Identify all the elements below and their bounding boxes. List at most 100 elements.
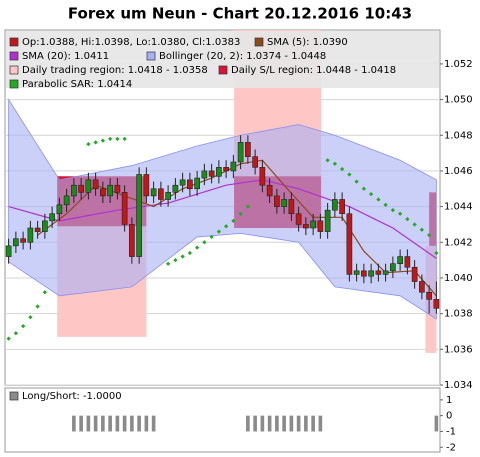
- sar-dot: [398, 211, 403, 216]
- candle-body: [266, 184, 273, 197]
- sar-dot: [405, 216, 410, 222]
- candle-body: [56, 204, 63, 215]
- position-bar: [282, 415, 286, 432]
- sar-dot: [419, 227, 424, 232]
- position-bar: [246, 415, 250, 432]
- candle-body: [411, 266, 418, 282]
- legend-swatch: [254, 37, 264, 47]
- position-bar: [267, 415, 272, 432]
- candle-body: [419, 281, 425, 293]
- candle-body: [165, 192, 171, 200]
- sar-dot: [86, 142, 91, 147]
- candle-body: [361, 270, 367, 277]
- sar-dot: [434, 250, 439, 256]
- candle-body: [136, 174, 142, 257]
- candle-body: [201, 170, 208, 179]
- y-tick-label: 1.044: [444, 202, 473, 213]
- legend-swatch: [9, 37, 19, 47]
- legend-label: Daily trading region: 1.0418 - 1.0358: [22, 65, 208, 76]
- candle-body: [259, 167, 266, 186]
- sar-dot: [340, 167, 345, 172]
- candle-body: [426, 291, 432, 300]
- candle-body: [397, 256, 403, 264]
- sar-dot: [195, 245, 200, 250]
- y-tick-label: 1.034: [444, 380, 473, 391]
- candle-body: [295, 213, 302, 225]
- legend-swatch: [9, 391, 19, 401]
- candle-body: [245, 142, 251, 157]
- legend-swatch: [9, 79, 19, 89]
- position-bar: [144, 415, 149, 432]
- legend-label: Daily S/L region: 1.0448 - 1.0418: [231, 65, 396, 76]
- sar-dot: [180, 254, 185, 259]
- sar-dot: [325, 158, 330, 163]
- sar-dot: [100, 138, 105, 143]
- position-bar: [275, 415, 279, 432]
- sar-dot: [376, 197, 381, 202]
- y-tick-label: -2: [446, 442, 456, 453]
- y-tick-label: 1: [446, 395, 452, 406]
- position-bar: [108, 415, 112, 432]
- position-bar: [122, 415, 127, 432]
- candle-body: [100, 188, 106, 197]
- legend-swatch: [146, 51, 156, 61]
- position-bar: [434, 415, 439, 432]
- candle-body: [20, 238, 26, 243]
- legend-swatch: [9, 65, 19, 75]
- sma20: [8, 179, 437, 259]
- sar-dot: [202, 240, 207, 245]
- position-bar: [304, 415, 308, 432]
- candle-body: [63, 195, 70, 206]
- candle-body: [310, 220, 316, 229]
- sar-dot: [187, 250, 192, 256]
- position-bar: [72, 415, 76, 432]
- sar-dot: [209, 234, 214, 240]
- candle-body: [288, 199, 295, 215]
- candle-body: [339, 199, 345, 215]
- sar-dot: [93, 140, 98, 145]
- candle-body: [129, 224, 135, 257]
- candle-body: [317, 220, 324, 232]
- candle-body: [390, 263, 396, 272]
- candle-body: [332, 199, 338, 211]
- position-bar: [93, 415, 98, 432]
- legend-label: Op:1.0388, Hi:1.0398, Lo:1.0380, Cl:1.03…: [22, 37, 240, 48]
- chart-title: Forex um Neun - Chart 20.12.2016 10:43: [68, 5, 412, 23]
- position-bar: [318, 415, 323, 432]
- candle-body: [107, 184, 113, 197]
- candle-body: [230, 161, 237, 172]
- y-tick-label: 1.046: [444, 166, 473, 177]
- y-tick-label: 1.050: [444, 95, 473, 106]
- sar-dot: [383, 202, 388, 207]
- sar-dot: [412, 222, 417, 227]
- candle-body: [237, 142, 244, 163]
- legend-label: SMA (5): 1.0390: [267, 37, 348, 48]
- candle-body: [150, 188, 157, 197]
- sar-dot: [115, 136, 120, 141]
- sar-dot: [216, 229, 221, 234]
- sar-dot: [238, 211, 243, 216]
- legend-swatch: [9, 51, 19, 61]
- sub-plot-area: [4, 387, 441, 453]
- sar-dot: [108, 136, 113, 141]
- sar-dot: [361, 186, 366, 191]
- candle-body: [274, 195, 280, 207]
- candle-body: [172, 184, 179, 193]
- position-bar: [151, 415, 156, 432]
- candle-body: [353, 270, 360, 275]
- position-bar: [79, 415, 83, 432]
- sar-dot: [166, 261, 171, 266]
- candle-body: [13, 238, 19, 247]
- candle-body: [27, 227, 34, 243]
- candle-body: [121, 192, 128, 225]
- sar-dot: [427, 233, 432, 238]
- y-tick-label: 1.040: [444, 273, 473, 284]
- candle-body: [433, 299, 440, 309]
- sar-dot: [354, 179, 359, 184]
- y-tick-label: 1.036: [444, 344, 473, 355]
- sar-dot: [231, 218, 236, 224]
- position-bar: [289, 415, 294, 432]
- legend-label: Long/Short: -1.0000: [22, 391, 122, 402]
- sar-dot: [122, 136, 127, 141]
